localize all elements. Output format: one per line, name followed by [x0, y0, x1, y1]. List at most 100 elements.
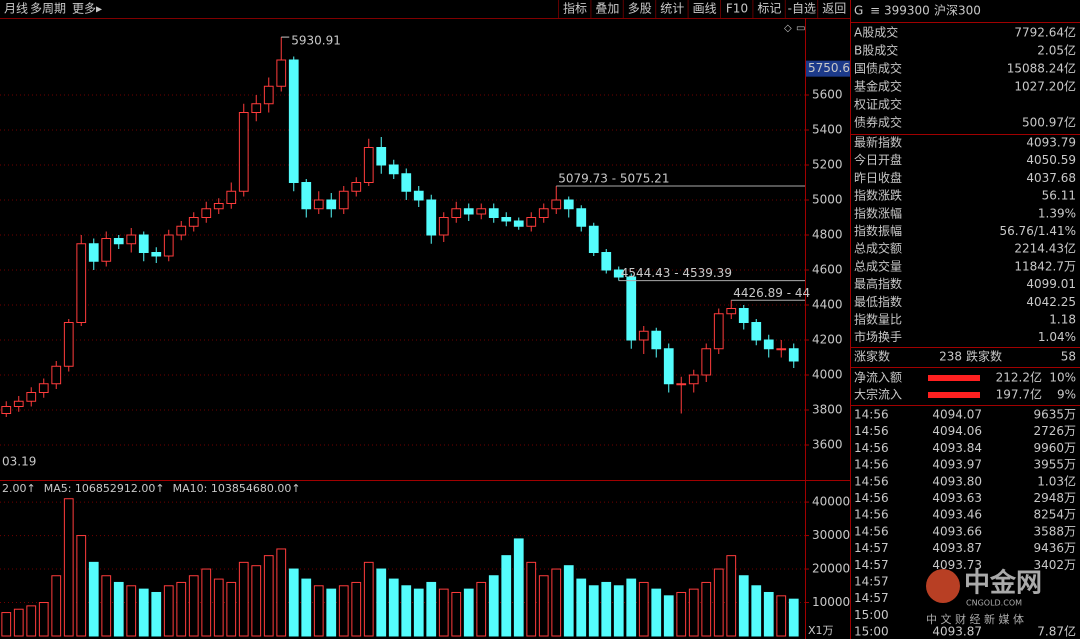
candle-body — [363, 147, 374, 183]
volume-bar — [738, 575, 749, 637]
volume-bar — [226, 581, 237, 637]
volume-bar — [263, 555, 274, 637]
trade-price: 4093.63 — [932, 491, 982, 505]
stat-value: 197.7亿 — [996, 387, 1042, 402]
volume-bar — [26, 605, 37, 637]
candle-body — [313, 199, 324, 210]
candle-body — [51, 365, 62, 385]
stat-value: 212.2亿 — [996, 370, 1042, 385]
trade-price: 4093.46 — [932, 508, 982, 522]
trade-volume: 2726万 — [1033, 424, 1076, 438]
toolbar-button[interactable]: 指标 — [563, 1, 587, 16]
volume-unit: X1万 — [808, 624, 834, 637]
watermark-brand: 中金网 — [964, 568, 1042, 599]
volume-bar — [613, 585, 624, 637]
toolbar-button[interactable]: 多股 — [628, 2, 652, 16]
candle-body — [326, 199, 337, 210]
toolbar-button[interactable]: 返回 — [822, 2, 846, 16]
toolbar-button[interactable]: 画线 — [693, 2, 717, 16]
candle-body — [126, 234, 137, 245]
menu-icon[interactable]: ▭ — [796, 23, 805, 34]
candle-body — [288, 59, 299, 183]
stat-label: 最高指数 — [854, 276, 902, 291]
y-tick-label: 4200 — [812, 333, 843, 347]
stat-label: 权证成交 — [854, 97, 902, 112]
y-tick-label: 3800 — [812, 403, 843, 417]
toolbar-button[interactable]: 叠加 — [595, 2, 619, 16]
y-tick-label: 10000 — [812, 595, 850, 609]
menu-icon[interactable]: ≡ — [870, 4, 880, 18]
volume-bar — [188, 575, 199, 637]
flow-bar — [928, 392, 980, 398]
trade-price: 4093.87 — [932, 625, 982, 639]
trade-price: 4093.87 — [932, 541, 982, 555]
trade-price: 4093.73 — [932, 558, 982, 572]
toolbar-item[interactable]: 多周期 — [30, 2, 66, 16]
candle-body — [13, 400, 24, 407]
candle-body — [276, 59, 287, 87]
volume-bar — [526, 561, 537, 637]
volume-bar — [501, 555, 512, 637]
toolbar-item[interactable]: 更多▸ — [72, 2, 102, 16]
diamond-icon[interactable]: ◇ — [784, 23, 792, 34]
stat-value: 7792.64亿 — [1014, 25, 1076, 40]
candle-body — [538, 208, 549, 218]
candle-body — [513, 220, 524, 227]
stat-label: 跌家数 — [966, 349, 1002, 364]
trade-time: 14:57 — [854, 575, 889, 589]
volume-bar — [576, 578, 587, 637]
trade-time: 15:00 — [854, 608, 889, 622]
candle-body — [663, 348, 674, 385]
candle-body — [438, 217, 449, 236]
candle-body — [451, 208, 462, 218]
candle-body — [713, 313, 724, 350]
stat-value: 1.39% — [1038, 206, 1076, 220]
trade-time: 14:57 — [854, 541, 889, 555]
volume-bar — [176, 581, 187, 637]
toolbar-button[interactable]: 统计 — [660, 2, 684, 16]
y-tick-label: 4600 — [812, 263, 843, 277]
stat-label: 大宗流入 — [854, 387, 902, 402]
y-tick-label: 4000 — [812, 368, 843, 382]
candle-body — [651, 330, 662, 350]
stat-value: 4093.79 — [1026, 136, 1076, 150]
toolbar-button[interactable]: F10 — [726, 2, 748, 16]
volume-header: MA5: 106852912.00↑ — [44, 482, 165, 495]
stat-pct: 10% — [1049, 371, 1076, 385]
candle-body — [576, 208, 587, 227]
trade-time: 14:56 — [854, 524, 889, 538]
candle-body — [238, 112, 249, 192]
candle-body — [251, 103, 262, 113]
stat-label: 净流入额 — [854, 371, 902, 385]
volume-bar — [301, 578, 312, 637]
volume-bar — [76, 535, 87, 637]
stat-label: 最低指数 — [854, 294, 902, 309]
toolbar-button[interactable]: -自选 — [788, 2, 816, 16]
candle-body — [388, 164, 399, 175]
volume-bar — [38, 602, 49, 637]
candle-body — [113, 238, 124, 245]
volume-bar — [701, 581, 712, 637]
cursor-box — [806, 60, 850, 77]
toolbar-item[interactable]: 月线 — [4, 2, 28, 16]
volume-bar — [663, 595, 674, 637]
volume-bar — [488, 575, 499, 637]
stat-value: 2214.43亿 — [1014, 241, 1076, 256]
volume-bar — [213, 578, 224, 637]
stat-value: 58 — [1061, 350, 1076, 364]
x-axis-label: 03.19 — [2, 455, 36, 469]
trade-price: 4093.84 — [932, 441, 982, 455]
volume-bar — [413, 588, 424, 637]
volume-bar — [276, 548, 287, 637]
candle-body — [788, 348, 799, 362]
trade-volume: 9436万 — [1033, 541, 1076, 555]
trade-volume: 3588万 — [1033, 524, 1076, 538]
candle-body — [676, 383, 687, 386]
trade-price: 4093.80 — [932, 474, 982, 488]
stat-label: 市场换手 — [854, 329, 902, 344]
candle-body — [101, 238, 112, 262]
flag: G — [854, 4, 863, 18]
volume-bar — [326, 588, 337, 637]
toolbar-button[interactable]: 标记 — [757, 2, 781, 16]
